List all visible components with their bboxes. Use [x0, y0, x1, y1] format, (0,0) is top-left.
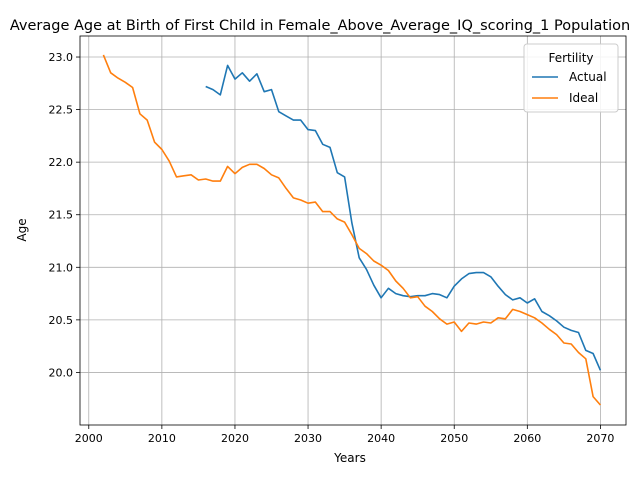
- y-tick-label: 23.0: [49, 51, 74, 64]
- y-tick-label: 22.5: [49, 104, 74, 117]
- y-tick-label: 21.5: [49, 209, 74, 222]
- legend-label-ideal: Ideal: [569, 91, 598, 105]
- series-lines: [102, 54, 602, 406]
- x-tick-label: 2060: [513, 432, 541, 445]
- legend: Fertility Actual Ideal: [523, 43, 619, 113]
- plot-area-frame: [79, 35, 627, 426]
- x-tick-label: 2040: [367, 432, 395, 445]
- x-tick-label: 2030: [294, 432, 322, 445]
- x-tick-label: 2070: [586, 432, 614, 445]
- y-axis-ticks: 20.0 20.5 21.0 21.5 22.0 22.5 23.0: [49, 51, 80, 379]
- x-axis-ticks: 2000 2010 2020 2030 2040 2050 2060 2070: [75, 425, 614, 445]
- y-axis-label: Age: [15, 218, 29, 241]
- legend-box: [523, 43, 619, 113]
- x-tick-label: 2020: [221, 432, 249, 445]
- x-tick-label: 2000: [75, 432, 103, 445]
- y-tick-label: 21.0: [49, 261, 74, 274]
- x-tick-label: 2050: [440, 432, 468, 445]
- y-tick-label: 20.0: [49, 366, 74, 379]
- y-tick-label: 20.5: [49, 314, 74, 327]
- series-line-ideal: [102, 54, 602, 406]
- x-axis-label: Years: [333, 451, 366, 465]
- series-line-actual: [205, 64, 602, 371]
- x-tick-label: 2010: [148, 432, 176, 445]
- chart-title: Average Age at Birth of First Child in F…: [10, 18, 630, 34]
- legend-label-actual: Actual: [569, 70, 607, 84]
- y-tick-label: 22.0: [49, 156, 74, 169]
- legend-title: Fertility: [548, 51, 593, 65]
